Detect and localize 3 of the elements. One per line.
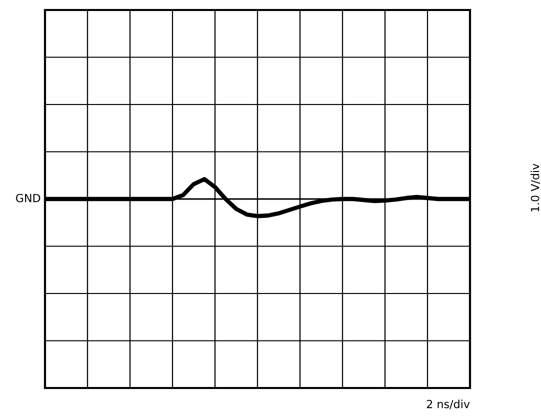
text: 2 ns/div	[426, 400, 470, 410]
ref-line-label: GND	[16, 194, 40, 202]
text: 1.0 V/div	[530, 164, 540, 212]
